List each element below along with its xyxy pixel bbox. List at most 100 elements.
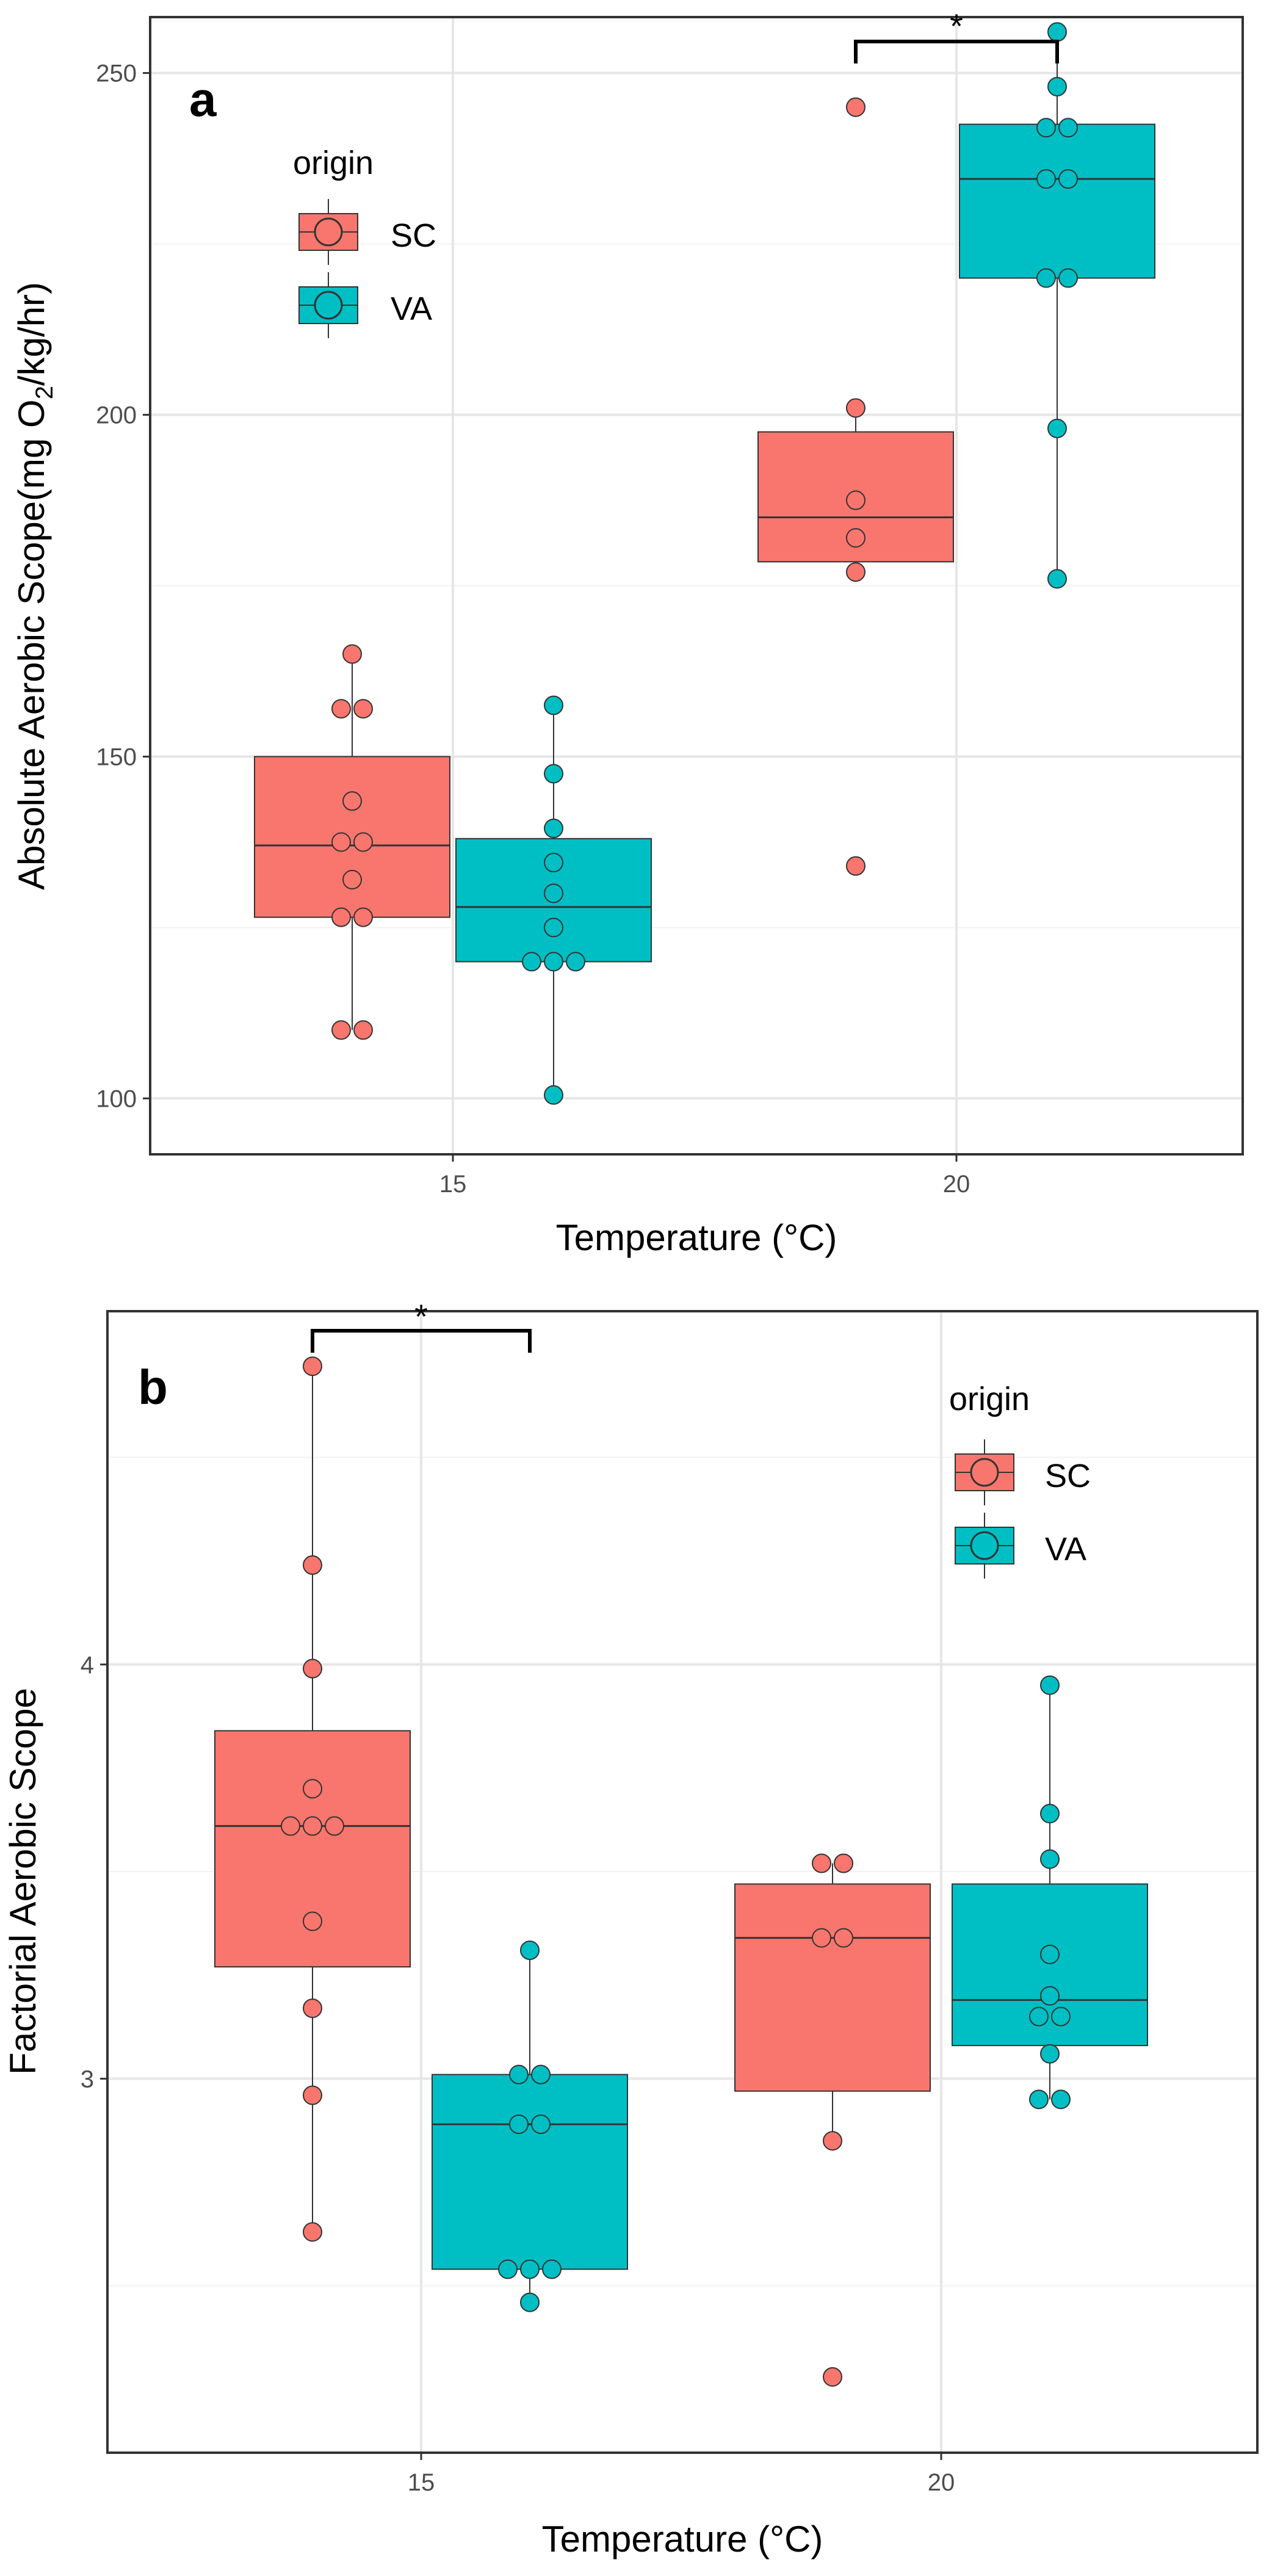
data-point xyxy=(1047,569,1067,589)
data-point xyxy=(1058,169,1078,189)
data-point xyxy=(342,644,362,664)
panel-b-y-axis-title: Factorial Aerobic Scope xyxy=(2,1688,43,2075)
panel-a-y-axis-units-pre: (mg O xyxy=(11,399,52,501)
panel-a-y-axis-title-text: Absolute Aerobic Scope xyxy=(11,501,52,890)
data-point xyxy=(509,2114,529,2134)
panel-b-legend-va-label: VA xyxy=(1045,1531,1086,1568)
data-point xyxy=(846,562,865,582)
data-point xyxy=(342,870,362,890)
data-point xyxy=(1040,1804,1060,1824)
data-point xyxy=(342,791,362,811)
data-point xyxy=(531,2114,551,2134)
box-va xyxy=(952,1883,1148,2047)
y-tick-label: 150 xyxy=(96,743,137,770)
box-va xyxy=(959,123,1155,279)
panel-a-y-ticks: 100 150 200 250 xyxy=(96,60,151,1112)
y-tick-label: 200 xyxy=(96,402,137,429)
x-tick-label: 15 xyxy=(439,1171,467,1198)
panel-b-points xyxy=(281,1356,1071,2387)
data-point xyxy=(544,883,563,903)
data-point xyxy=(846,856,865,876)
data-point xyxy=(846,398,865,418)
box-sc xyxy=(254,756,450,918)
panel-b-legend-sc-label: SC xyxy=(1045,1458,1091,1494)
data-point xyxy=(834,1853,853,1873)
panel-b-y-ticks: 34 xyxy=(81,1652,109,2093)
data-point xyxy=(812,1853,831,1873)
data-point xyxy=(520,2259,540,2279)
panel-b-significance: * xyxy=(311,1297,532,1353)
data-point xyxy=(522,952,541,972)
data-point xyxy=(542,2259,562,2279)
data-point xyxy=(331,832,351,852)
data-point xyxy=(303,1356,322,1377)
data-point xyxy=(1029,2006,1049,2027)
legend-point xyxy=(970,1531,999,1560)
data-point xyxy=(353,1020,373,1040)
data-point xyxy=(1047,22,1067,42)
data-point xyxy=(1029,2089,1049,2110)
data-point xyxy=(303,1998,322,2018)
panel-b-letter: b xyxy=(138,1360,168,1414)
data-point xyxy=(353,832,373,852)
significance-star: * xyxy=(414,1297,428,1336)
panel-b-x-ticks: 15 20 xyxy=(408,2451,955,2496)
data-point xyxy=(1047,418,1067,438)
data-point xyxy=(520,2292,540,2312)
data-point xyxy=(544,764,563,784)
x-tick-label: 20 xyxy=(943,1171,970,1198)
panel-a-legend-title: origin xyxy=(293,145,374,181)
data-point xyxy=(1058,118,1078,138)
panel-b-legend-sc-key xyxy=(955,1439,1014,1505)
legend-point xyxy=(314,291,343,320)
panel-b-legend-va-key xyxy=(955,1513,1014,1579)
data-point xyxy=(566,952,585,972)
data-point xyxy=(331,907,351,927)
data-point xyxy=(303,1911,322,1931)
data-point xyxy=(1040,1849,1060,1869)
data-point xyxy=(325,1816,344,1836)
data-point xyxy=(303,1816,322,1836)
data-point xyxy=(544,1085,563,1105)
data-point xyxy=(281,1816,300,1836)
data-point xyxy=(498,2259,518,2279)
y-tick-label: 100 xyxy=(96,1085,137,1112)
significance-bracket xyxy=(311,1329,532,1353)
legend-point xyxy=(970,1458,999,1487)
data-point xyxy=(1051,2089,1071,2110)
data-point xyxy=(1040,1944,1060,1964)
data-point xyxy=(331,699,351,719)
data-point xyxy=(353,699,373,719)
data-point xyxy=(544,819,563,839)
data-point xyxy=(1036,268,1056,288)
panel-a-significance: * xyxy=(854,7,1059,63)
panel-a-legend-va-label: VA xyxy=(391,291,432,327)
panel-b-legend-title: origin xyxy=(949,1381,1030,1417)
data-point xyxy=(823,2131,842,2151)
data-point xyxy=(303,1779,322,1799)
panel-a-legend: origin SC VA xyxy=(293,145,436,338)
data-point xyxy=(353,907,373,927)
panel-a-letter: a xyxy=(189,72,217,126)
data-point xyxy=(544,695,563,715)
panel-a-legend-va-key xyxy=(298,272,358,338)
box-va xyxy=(432,2074,628,2270)
y-tick-label: 4 xyxy=(81,1652,94,1679)
data-point xyxy=(1040,1675,1060,1695)
significance-star: * xyxy=(950,7,963,45)
panel-a-y-axis-units-sub: 2 xyxy=(31,386,58,399)
panel-a-x-axis-title: Temperature (°C) xyxy=(556,1217,837,1258)
panel-b: 34 15 20 * b origin SC VA Temperature (°C… xyxy=(2,1297,1259,2560)
panel-a-points xyxy=(331,22,1078,1105)
panel-b-legend: origin SC VA xyxy=(949,1381,1091,1579)
data-point xyxy=(531,2064,551,2085)
data-point xyxy=(1058,268,1078,288)
data-point xyxy=(834,1928,853,1948)
panel-a-y-axis-title: Absolute Aerobic Scope(mg O2/kg/hr) xyxy=(11,282,58,890)
data-point xyxy=(331,1020,351,1040)
data-point xyxy=(303,1659,322,1679)
data-point xyxy=(1051,2006,1071,2027)
panel-a-legend-sc-label: SC xyxy=(391,217,436,254)
data-point xyxy=(846,97,865,117)
